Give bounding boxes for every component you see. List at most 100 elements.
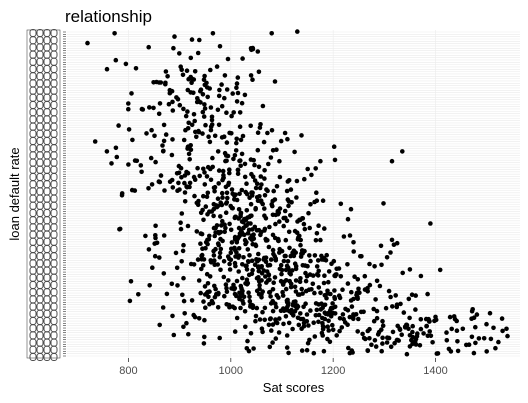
data-point xyxy=(332,294,337,300)
data-point xyxy=(351,313,356,319)
data-point xyxy=(347,233,353,238)
data-point xyxy=(200,131,205,136)
y-tick-label-glyph xyxy=(29,194,37,203)
data-point xyxy=(298,242,303,248)
data-point xyxy=(433,314,438,320)
data-point xyxy=(427,318,432,324)
data-point xyxy=(322,316,328,322)
data-point xyxy=(216,168,222,173)
data-point xyxy=(199,257,204,262)
data-point xyxy=(283,253,288,259)
data-point xyxy=(240,275,245,281)
data-point xyxy=(386,335,392,341)
data-point xyxy=(500,328,505,334)
data-point xyxy=(243,324,248,330)
data-point xyxy=(234,278,240,284)
data-point xyxy=(244,181,249,186)
y-tick-label-glyph xyxy=(29,50,37,59)
data-point xyxy=(184,184,190,190)
data-point xyxy=(178,165,184,171)
data-point xyxy=(315,258,321,263)
data-point xyxy=(213,246,218,252)
data-point xyxy=(505,333,510,339)
data-point xyxy=(325,336,330,342)
data-point xyxy=(407,267,413,272)
data-point xyxy=(240,56,245,61)
data-point xyxy=(280,293,286,298)
data-point xyxy=(291,299,297,305)
data-point xyxy=(227,221,232,227)
data-point xyxy=(233,192,238,197)
data-point xyxy=(206,294,211,300)
y-tick-label-glyph xyxy=(29,187,37,196)
data-point xyxy=(197,37,202,43)
data-point xyxy=(298,311,303,316)
data-point xyxy=(333,273,338,279)
data-point xyxy=(358,309,364,315)
data-point xyxy=(212,184,218,190)
y-tick-label-glyph xyxy=(43,29,51,37)
data-point xyxy=(255,251,261,257)
y-tick-label-glyph xyxy=(29,144,37,153)
data-point xyxy=(294,178,300,184)
data-point xyxy=(386,288,392,294)
data-point xyxy=(232,329,238,334)
data-point xyxy=(227,170,232,176)
data-point xyxy=(207,233,212,239)
data-point xyxy=(225,195,230,201)
y-tick-label-glyph xyxy=(43,331,51,340)
data-point xyxy=(182,190,188,195)
data-point xyxy=(308,308,313,313)
data-point xyxy=(242,309,248,314)
y-tick-label-glyph xyxy=(36,201,44,210)
data-point xyxy=(285,259,291,264)
data-point xyxy=(184,68,190,73)
data-point xyxy=(281,223,287,229)
data-point xyxy=(185,223,191,229)
y-tick-label-glyph xyxy=(29,331,37,340)
data-point xyxy=(229,187,235,192)
data-point xyxy=(341,316,347,322)
data-point xyxy=(143,233,148,239)
data-point xyxy=(146,186,151,191)
data-point xyxy=(253,185,259,191)
data-point xyxy=(447,314,453,320)
data-point xyxy=(320,326,326,332)
data-point xyxy=(239,151,245,157)
data-point xyxy=(444,330,449,335)
data-point xyxy=(432,318,437,324)
data-point xyxy=(329,261,334,267)
y-tick-label-glyph xyxy=(43,309,51,318)
data-point xyxy=(222,95,227,101)
data-point xyxy=(256,257,262,263)
data-point xyxy=(157,179,163,185)
data-point xyxy=(351,240,356,245)
data-point xyxy=(311,320,317,326)
data-point xyxy=(192,69,198,74)
data-point xyxy=(348,298,354,303)
data-point xyxy=(170,185,176,190)
y-tick-label-glyph xyxy=(43,317,51,325)
data-point xyxy=(202,334,207,340)
data-point xyxy=(153,159,158,165)
data-point xyxy=(219,190,225,196)
data-point xyxy=(202,317,207,323)
data-point xyxy=(260,309,265,315)
data-point xyxy=(488,336,494,342)
data-point xyxy=(237,191,242,197)
y-tick-label-glyph xyxy=(36,317,44,325)
data-point xyxy=(270,287,276,292)
y-tick-label-glyph xyxy=(29,36,37,45)
data-point xyxy=(330,322,335,328)
data-point xyxy=(161,148,166,154)
data-point xyxy=(256,164,262,170)
data-point xyxy=(322,310,328,316)
data-point xyxy=(149,182,155,187)
data-point xyxy=(321,255,327,261)
y-tick-label-glyph xyxy=(36,223,44,232)
chart-title: relationship xyxy=(65,7,152,26)
data-point xyxy=(128,279,134,284)
data-point xyxy=(244,346,250,351)
data-point xyxy=(224,289,230,295)
data-point xyxy=(374,278,380,284)
